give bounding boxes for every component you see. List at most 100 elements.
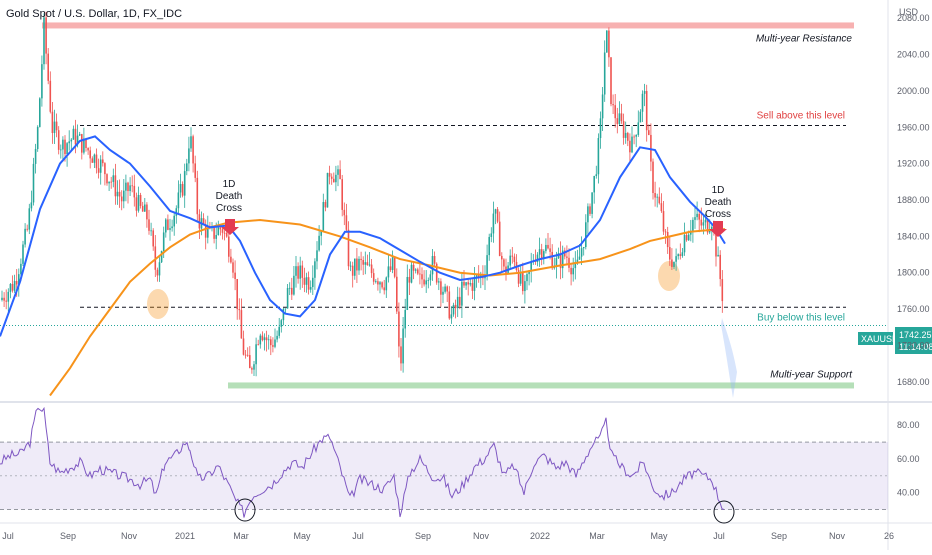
candle-body <box>141 205 144 212</box>
candle-body <box>368 264 371 266</box>
candle-body <box>53 121 56 134</box>
candle-body <box>387 266 390 278</box>
candle-body <box>631 136 633 153</box>
candle-body <box>112 175 115 182</box>
candle-body <box>314 261 316 278</box>
candle-body <box>76 135 79 145</box>
candle-body <box>639 111 642 123</box>
candle-body <box>278 326 280 336</box>
candle-body <box>566 256 568 258</box>
candle-body <box>450 314 453 319</box>
candle-body <box>291 287 293 295</box>
candle-body <box>616 118 619 124</box>
death-cross-1-line-1: 1D <box>223 179 236 190</box>
candle-body <box>22 244 24 264</box>
projection-path <box>721 318 737 398</box>
candle-body <box>106 174 108 184</box>
candle-body <box>708 230 711 233</box>
candle-body <box>402 328 404 364</box>
candle-body <box>219 227 222 230</box>
candle-body <box>547 244 549 249</box>
candle-body <box>370 264 373 274</box>
candle-body <box>284 308 287 310</box>
countdown-text: 11:14:08 <box>899 342 932 352</box>
candle-body <box>194 163 196 178</box>
candle-body <box>414 269 417 271</box>
candle-body <box>312 277 314 288</box>
candle-body <box>648 130 650 135</box>
candle-body <box>519 271 522 284</box>
candle-body <box>91 158 94 163</box>
candle-body <box>167 219 169 230</box>
death-cross-2-line-1: 1D <box>712 185 725 196</box>
candle-body <box>108 181 110 184</box>
candle-body <box>389 266 392 270</box>
candle-body <box>47 53 49 81</box>
candle-body <box>614 105 616 119</box>
candle-body <box>351 265 354 276</box>
candle-body <box>683 234 686 253</box>
candle-body <box>377 281 379 285</box>
candle-body <box>456 296 459 309</box>
candle-body <box>440 281 442 295</box>
candle-body <box>60 149 62 151</box>
candle-body <box>578 256 581 260</box>
candle-body <box>85 138 87 149</box>
candle-body <box>45 17 47 54</box>
candle-body <box>341 179 343 210</box>
candle-body <box>643 90 646 94</box>
candle-body <box>169 228 171 230</box>
candle-body <box>448 291 451 319</box>
candle-body <box>150 230 152 232</box>
candle-body <box>93 154 96 163</box>
resistance-zone <box>42 22 854 29</box>
price-tick: 2040.00 <box>897 50 930 60</box>
candle-body <box>570 267 572 275</box>
candle-body <box>398 311 400 347</box>
candle-body <box>528 270 530 275</box>
candle-body <box>186 163 188 172</box>
candle-body <box>404 309 406 329</box>
candle-body <box>95 154 98 169</box>
candle-body <box>303 277 306 285</box>
candle-body <box>198 214 201 229</box>
candle-body <box>70 139 73 142</box>
candle-body <box>204 224 207 238</box>
candle-body <box>601 94 604 119</box>
candle-body <box>104 163 106 175</box>
rsi-tick: 60.00 <box>897 454 920 464</box>
chart-title: Gold Spot / U.S. Dollar, 1D, FX_IDC <box>6 8 182 20</box>
candle-body <box>18 274 20 285</box>
candle-body <box>606 30 608 53</box>
candle-body <box>110 181 112 183</box>
candle-body <box>412 264 415 271</box>
time-tick: Sep <box>60 531 76 541</box>
candle-body <box>26 228 28 230</box>
candle-body <box>381 282 383 288</box>
price-tick: 1920.00 <box>897 159 930 169</box>
rsi-tick: 80.00 <box>897 420 920 430</box>
candle-body <box>337 169 339 175</box>
candle-body <box>463 281 465 286</box>
candle-body <box>610 57 612 105</box>
candle-body <box>322 202 325 231</box>
candle-body <box>675 256 677 262</box>
candle-body <box>62 139 64 150</box>
candle-body <box>700 219 703 226</box>
candle-body <box>425 280 427 285</box>
candle-body <box>249 355 251 369</box>
death-cross-2-line-2: Death <box>705 197 732 208</box>
candle-body <box>379 282 381 285</box>
candle-body <box>574 261 577 269</box>
candle-body <box>461 281 463 306</box>
candle-body <box>345 215 348 230</box>
candle-body <box>480 274 482 278</box>
rsi-tick: 40.00 <box>897 488 920 498</box>
candle-body <box>593 176 595 193</box>
candle-body <box>442 291 444 295</box>
sell-level-label: Sell above this level <box>757 110 845 121</box>
candle-body <box>64 139 66 155</box>
candle-body <box>330 176 333 179</box>
death-cross-2-line-3: Cross <box>705 209 731 220</box>
price-tick: 1800.00 <box>897 268 930 278</box>
